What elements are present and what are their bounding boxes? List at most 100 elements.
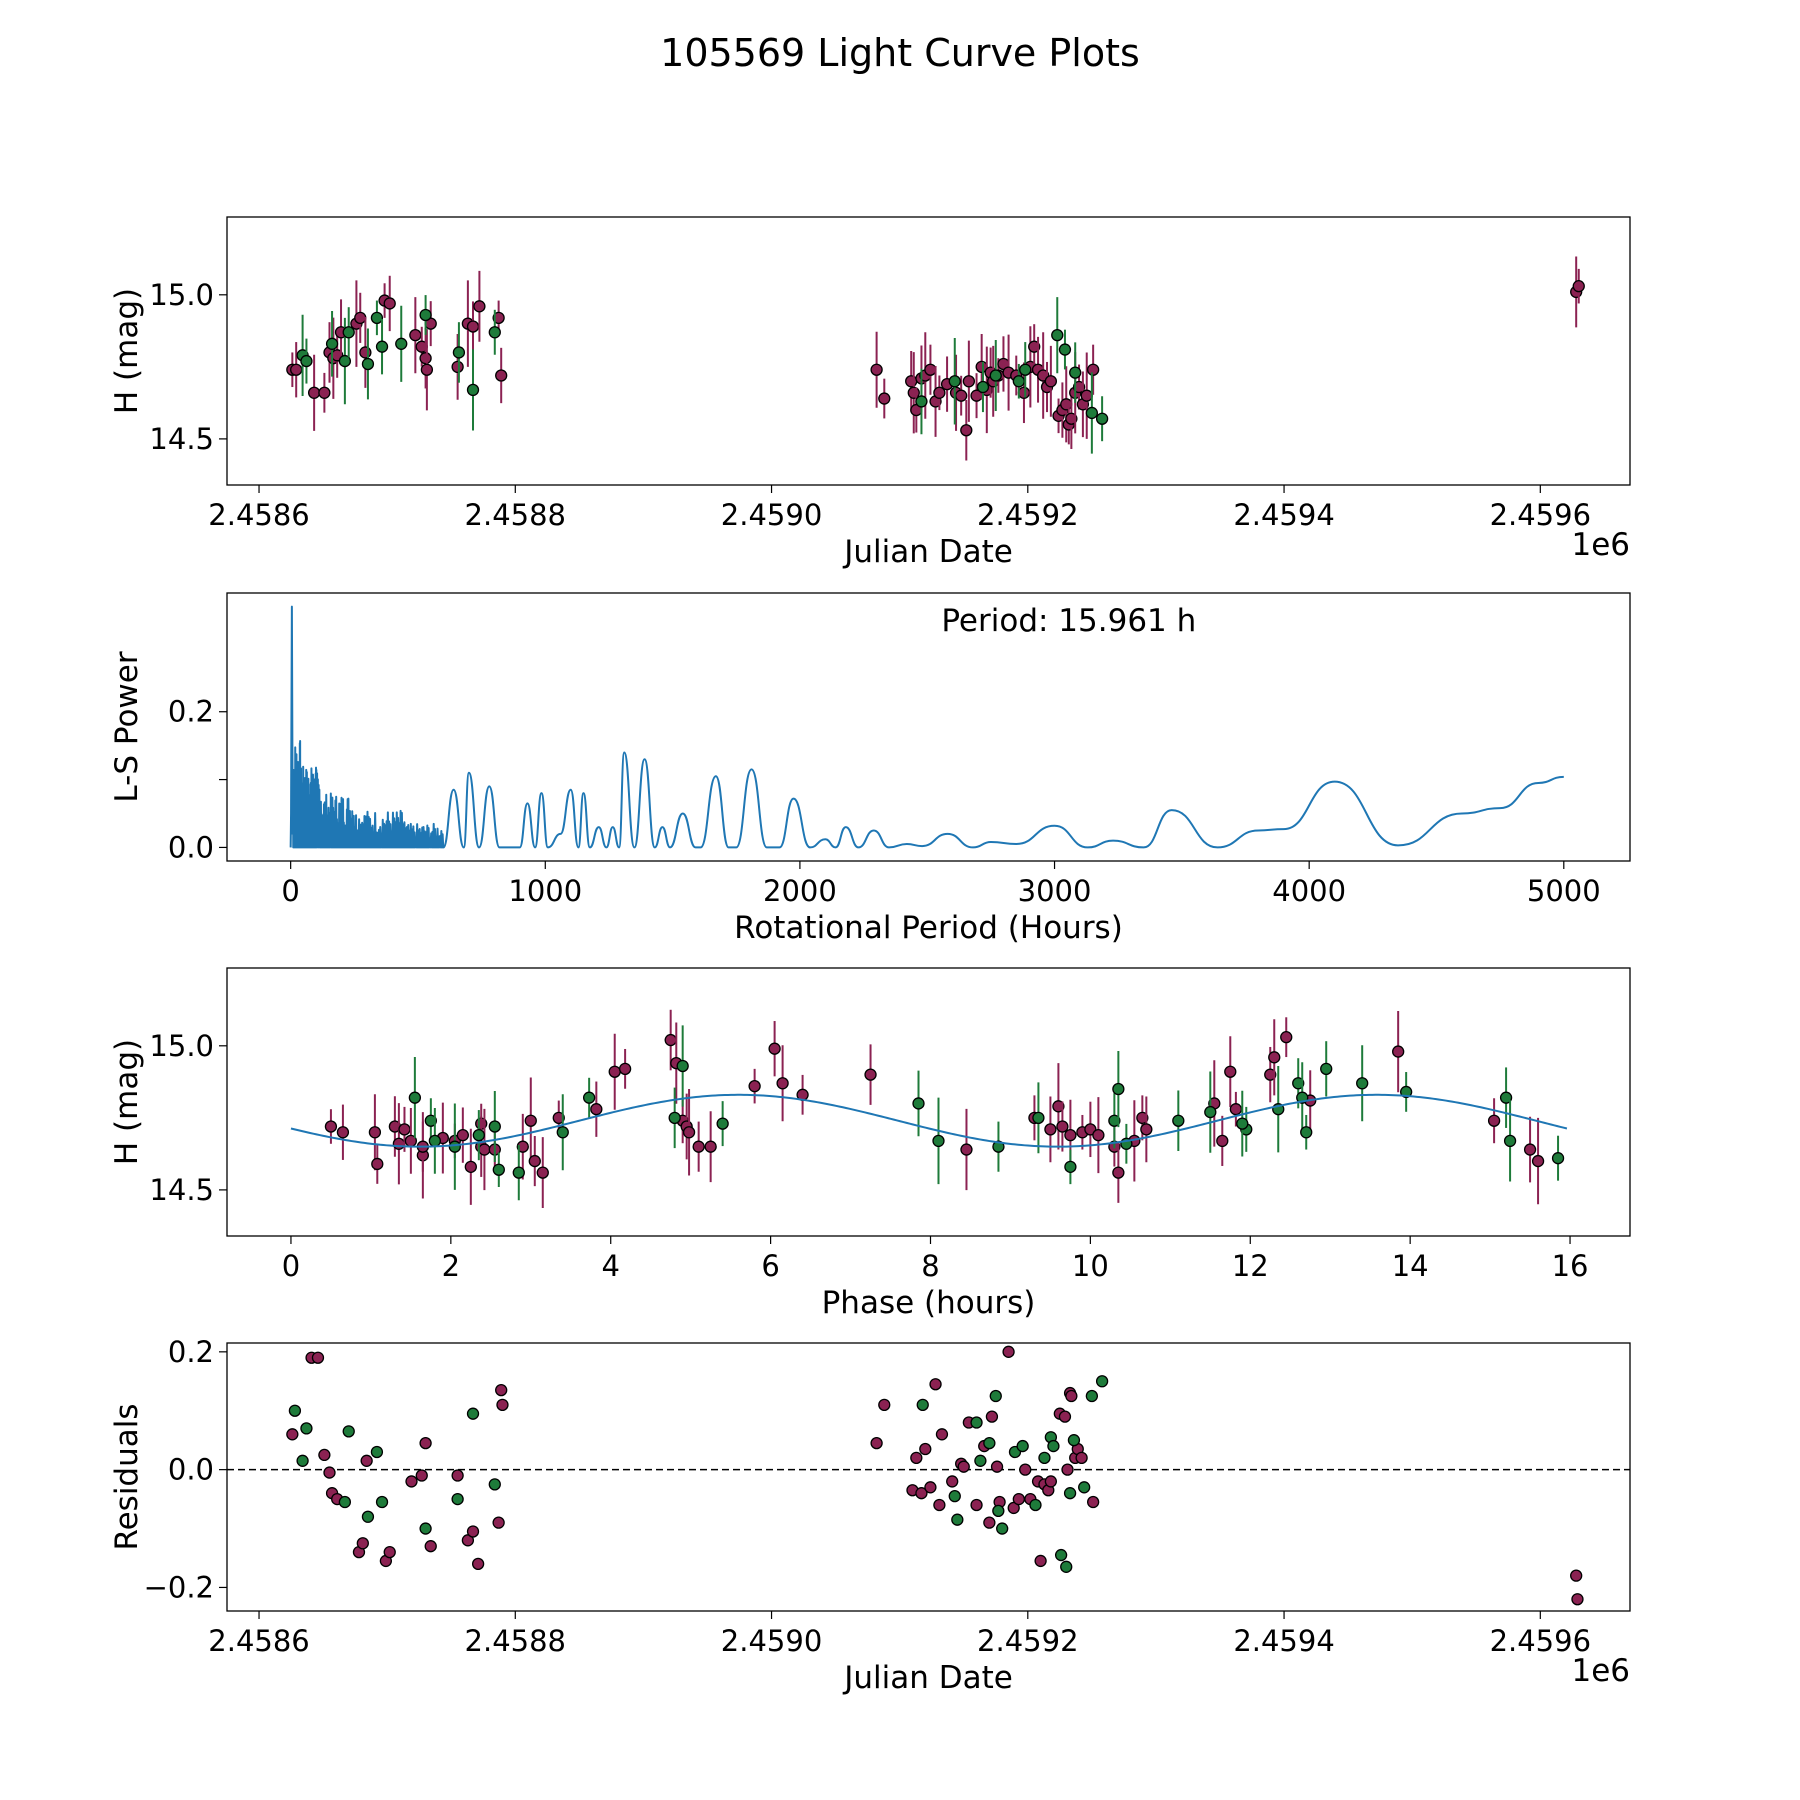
data-point [1320,1062,1333,1076]
data-point [1086,1495,1100,1509]
data-point [1002,1345,1015,1358]
data-point [395,337,408,350]
data-point [1038,1451,1051,1465]
data-point [1019,1463,1032,1476]
data-point [338,1495,352,1509]
data-point [1531,1154,1545,1168]
data-point [556,1126,569,1139]
data-point [878,1398,891,1411]
data-point [1400,1085,1413,1099]
data-point [1067,1434,1081,1447]
figure-title: 105569 Light Curve Plots [660,31,1140,75]
data-point [451,1492,464,1506]
period-annotation: Period: 15.961 h [941,603,1196,639]
data-point [288,1404,302,1417]
data-point [960,1143,973,1156]
data-point [290,363,303,376]
data-point [1078,1481,1091,1494]
data-point [582,1091,596,1104]
data-point [323,1466,336,1479]
data-point [1012,1492,1025,1506]
data-point [1069,366,1082,379]
data-point [371,1157,384,1171]
data-point [1044,375,1058,388]
data-point [912,1097,925,1110]
data-point [948,375,961,388]
data-point [1085,1389,1099,1403]
data-point [424,1114,438,1127]
data-point [1571,1593,1584,1606]
data-point [495,369,508,382]
x-tick-label: 2.4586 [208,498,309,532]
data-point [420,363,434,376]
data-point [1054,1548,1068,1562]
data-point [466,383,480,397]
data-point [1061,1463,1074,1476]
data-point [1044,1123,1057,1136]
fit-curve [290,1093,1568,1148]
data-point [552,1111,565,1124]
data-point [1075,1451,1088,1465]
x-tick-label: 2.4596 [1490,1624,1591,1658]
data-point [983,1436,996,1450]
data-point [1204,1105,1217,1119]
data-point [1065,1389,1078,1403]
data-point [370,311,384,325]
data-point [536,1166,549,1179]
data-point [1551,1152,1565,1165]
data-point [1300,1126,1313,1139]
data-point [1012,375,1025,388]
data-point [456,1128,469,1142]
data-point [992,1140,1005,1153]
data-point [957,1460,970,1473]
x-axis-label: Phase (hours) [822,1285,1036,1321]
data-point [776,1077,789,1090]
plot-frame [226,967,1631,1237]
data-point [318,386,331,399]
data-point [478,1143,491,1156]
plot-frame [226,1342,1631,1612]
data-point [1280,1031,1293,1044]
y-tick-label: 15.0 [149,278,214,312]
data-point [962,375,976,388]
data-point [924,363,937,376]
x-offset-label: 1e6 [1571,527,1630,563]
data-point [932,1134,945,1148]
data-point [1572,280,1585,293]
data-point [692,1140,705,1153]
data-point [361,357,375,371]
data-point [1523,1143,1537,1156]
x-tick-label: 10 [1072,1249,1109,1283]
data-point [1034,1554,1047,1568]
data-point [1229,1103,1243,1116]
data-point [1047,1439,1060,1453]
y-axis-label: L-S Power [109,651,145,802]
data-point [512,1166,525,1179]
data-point [415,1469,428,1482]
data-point [676,1059,689,1073]
data-point [448,1140,461,1153]
data-point [1224,1065,1237,1078]
data-point [383,297,396,310]
data-point [946,1475,959,1488]
data-point [948,1489,961,1503]
data-point [990,1460,1004,1473]
data-point [1172,1114,1185,1127]
data-point [970,1498,983,1512]
data-point [915,395,928,408]
data-point [664,1033,677,1047]
periodogram-line [289,605,1564,849]
data-point [1016,1439,1029,1453]
data-point [318,1448,331,1462]
data-point [935,1428,949,1441]
data-point [528,1154,541,1168]
data-point [960,424,973,437]
y-axis-label: H (mag) [109,288,145,414]
data-point [408,1091,422,1104]
data-point [916,1398,929,1411]
data-point [311,1351,325,1364]
data-point [342,1425,355,1438]
data-point [324,1120,338,1133]
data-point [466,1525,480,1538]
data-layer [286,256,1585,461]
